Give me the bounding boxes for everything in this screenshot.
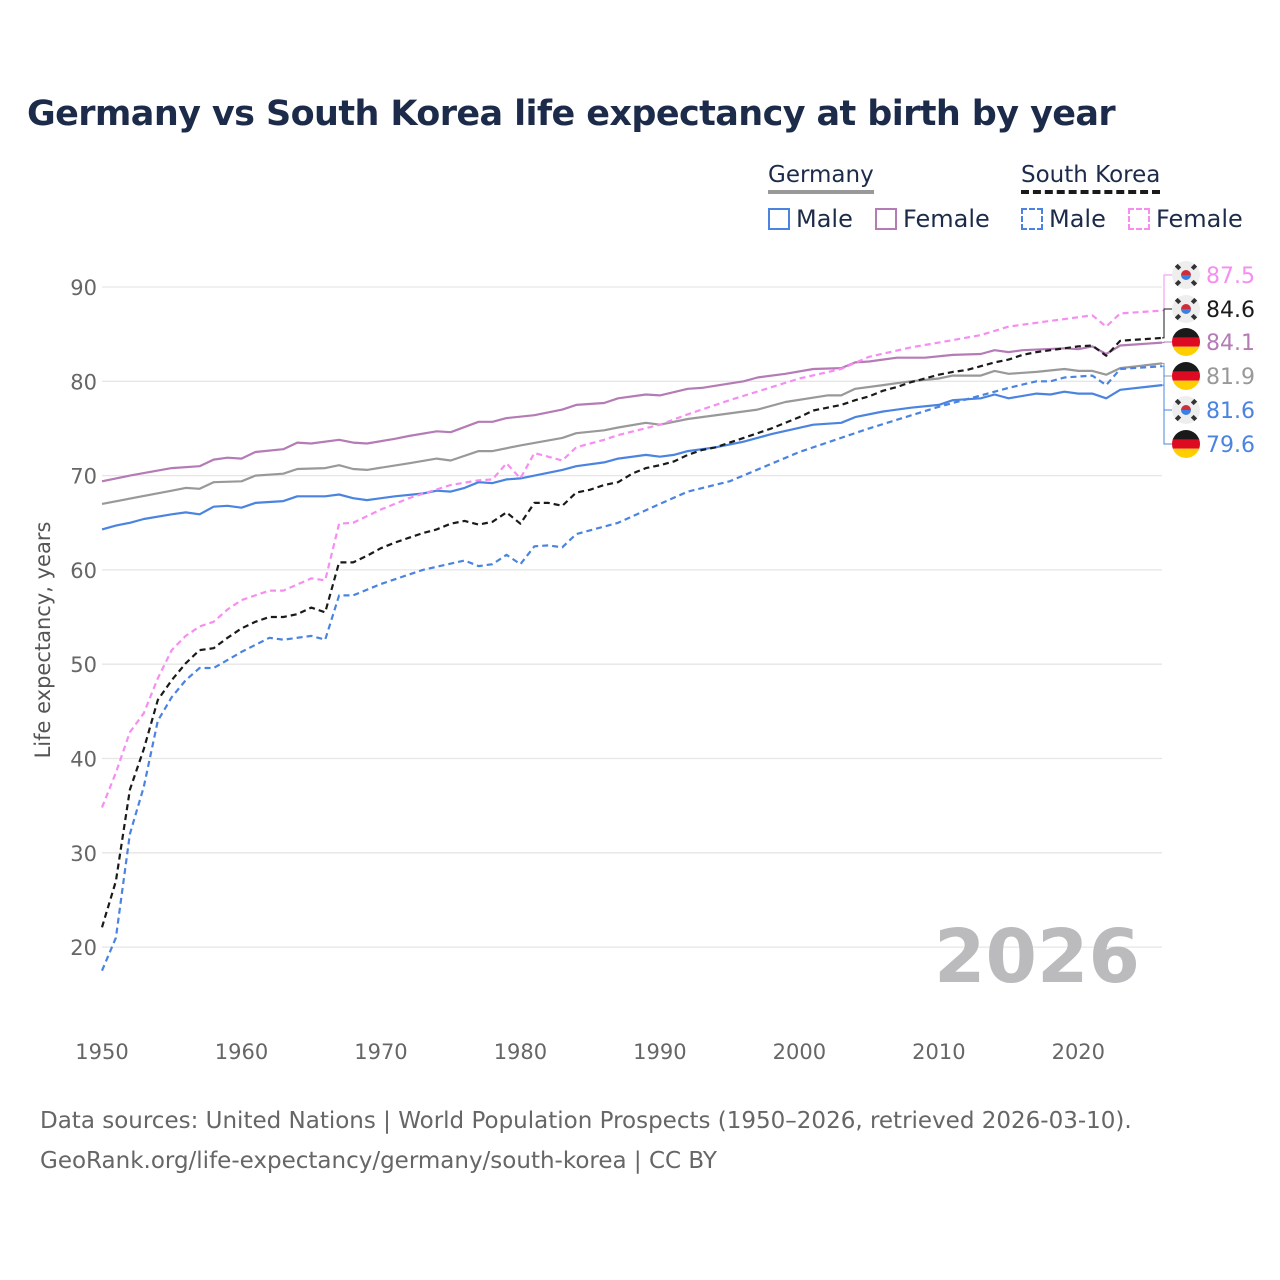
legend-label: Female — [1156, 205, 1243, 233]
y-tick-label: 80 — [70, 370, 97, 394]
x-tick-label: 1970 — [354, 1040, 407, 1064]
legend-label: Male — [1049, 205, 1106, 233]
y-tick-label: 50 — [70, 653, 97, 677]
x-tick-label: 1990 — [633, 1040, 686, 1064]
end-value-label: 84.1 — [1206, 331, 1255, 356]
label-connector — [1162, 384, 1172, 445]
legend-swatch — [768, 208, 790, 230]
series-line-germany-female — [101, 341, 1163, 483]
legend-label: Male — [796, 205, 853, 233]
end-value-label: 79.6 — [1206, 433, 1255, 458]
y-tick-label: 60 — [70, 559, 97, 583]
legend-germany-heading: Germany — [768, 162, 874, 194]
end-value-label: 81.9 — [1206, 365, 1255, 390]
legend-south-korea-female[interactable]: Female — [1128, 205, 1243, 233]
series-line-germany-male — [101, 384, 1163, 531]
south-korea-flag-icon — [1172, 295, 1200, 323]
legend-swatch — [875, 208, 897, 230]
legend-germany-male[interactable]: Male — [768, 205, 853, 233]
end-value-label: 87.5 — [1206, 264, 1255, 289]
y-tick-label: 40 — [70, 748, 97, 772]
label-connector — [1162, 274, 1172, 312]
x-tick-label: 1960 — [215, 1040, 268, 1064]
south-korea-flag-icon — [1172, 396, 1200, 424]
x-tick-label: 2000 — [773, 1040, 826, 1064]
y-tick-label: 90 — [70, 276, 97, 300]
legend-south-korea-heading: South Korea — [1021, 162, 1161, 194]
south-korea-flag-icon — [1172, 261, 1200, 289]
legend-germany-female[interactable]: Female — [875, 205, 990, 233]
y-tick-label: 20 — [70, 936, 97, 960]
year-watermark: 2026 — [934, 914, 1140, 1000]
chart-title: Germany vs South Korea life expectancy a… — [27, 94, 1116, 134]
end-value-label: 81.6 — [1206, 399, 1255, 424]
footer-link[interactable]: GeoRank.org/life-expectancy/germany/sout… — [40, 1148, 717, 1174]
footer-sources: Data sources: United Nations | World Pop… — [40, 1108, 1132, 1134]
series-line-south-korea — [100, 336, 1163, 928]
germany-flag-icon — [1172, 328, 1200, 356]
series-line-south-korea-male — [100, 365, 1163, 972]
end-value-label: 84.6 — [1206, 298, 1255, 323]
y-tick-label: 70 — [70, 465, 97, 489]
y-axis-label: Life expectancy, years — [31, 522, 55, 759]
series-line-south-korea-female — [100, 309, 1163, 808]
label-connector — [1162, 341, 1172, 344]
label-connector — [1162, 308, 1172, 339]
legend-swatch — [1128, 208, 1150, 230]
legend-south-korea-male[interactable]: Male — [1021, 205, 1106, 233]
x-tick-label: 1980 — [494, 1040, 547, 1064]
x-tick-label: 1950 — [75, 1040, 128, 1064]
x-tick-label: 2020 — [1052, 1040, 1105, 1064]
legend-label: Female — [903, 205, 990, 233]
series-line-germany — [101, 362, 1163, 505]
germany-flag-icon — [1172, 430, 1200, 458]
y-tick-label: 30 — [70, 842, 97, 866]
legend-swatch — [1021, 208, 1043, 230]
x-tick-label: 2010 — [912, 1040, 965, 1064]
germany-flag-icon — [1172, 362, 1200, 390]
